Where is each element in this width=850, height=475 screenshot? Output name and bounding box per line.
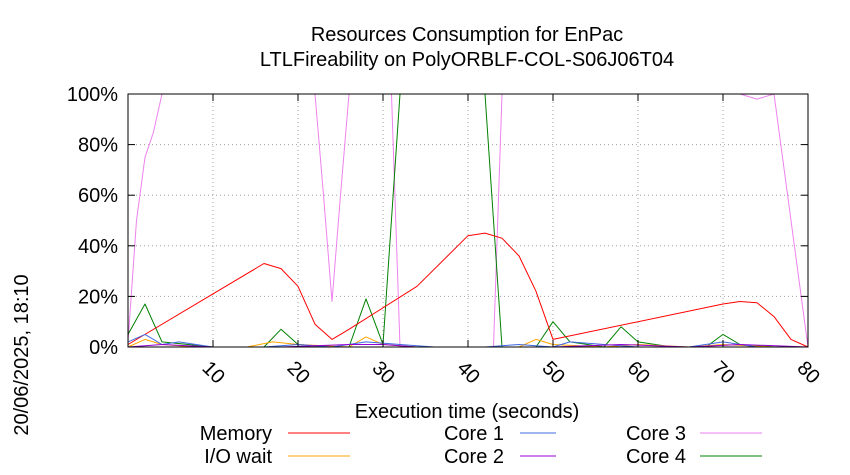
legend-label-core-1: Core 1 (444, 423, 504, 445)
series-lines (127, 93, 809, 348)
x-tick-label: 20 (283, 357, 314, 388)
legend-label-core-3: Core 3 (626, 423, 686, 445)
plot-frame (127, 93, 809, 348)
y-tick-label: 80% (78, 135, 118, 157)
legend-label-i-o-wait: I/O wait (204, 446, 272, 468)
y-tick-label: 40% (78, 236, 118, 258)
x-tick-label: 40 (453, 357, 484, 388)
y-tick-label: 0% (89, 337, 118, 359)
x-tick-label: 10 (198, 357, 229, 388)
chart-subtitle: LTLFireability on PolyORBLF-COL-S06J06T0… (260, 49, 674, 71)
x-tick-label: 80 (793, 357, 824, 388)
y-tick-label: 100% (67, 84, 118, 106)
x-tick-label: 70 (708, 357, 739, 388)
x-tick-label: 30 (368, 357, 399, 388)
legend-label-core-2: Core 2 (444, 446, 504, 468)
series-line-core-3 (127, 93, 809, 348)
side-timestamp-label: 20/06/2025, 18:10 (11, 274, 33, 435)
series-line-core-4 (127, 93, 808, 348)
x-tick-label: 60 (623, 357, 654, 388)
y-tick-label: 60% (78, 185, 118, 207)
x-tick-label: 50 (538, 357, 569, 388)
chart-title: Resources Consumption for EnPac (311, 24, 623, 46)
legend-label-memory: Memory (200, 423, 272, 445)
grid-lines (128, 93, 809, 348)
legend-label-core-4: Core 4 (626, 446, 686, 468)
x-axis-label: Execution time (seconds) (355, 401, 580, 423)
series-line-memory (127, 232, 809, 348)
axis-ticks: 0% 20% 40% 60% 80% 100% 10 20 30 40 50 60 70 80 (67, 84, 824, 388)
y-tick-label: 20% (78, 286, 118, 308)
